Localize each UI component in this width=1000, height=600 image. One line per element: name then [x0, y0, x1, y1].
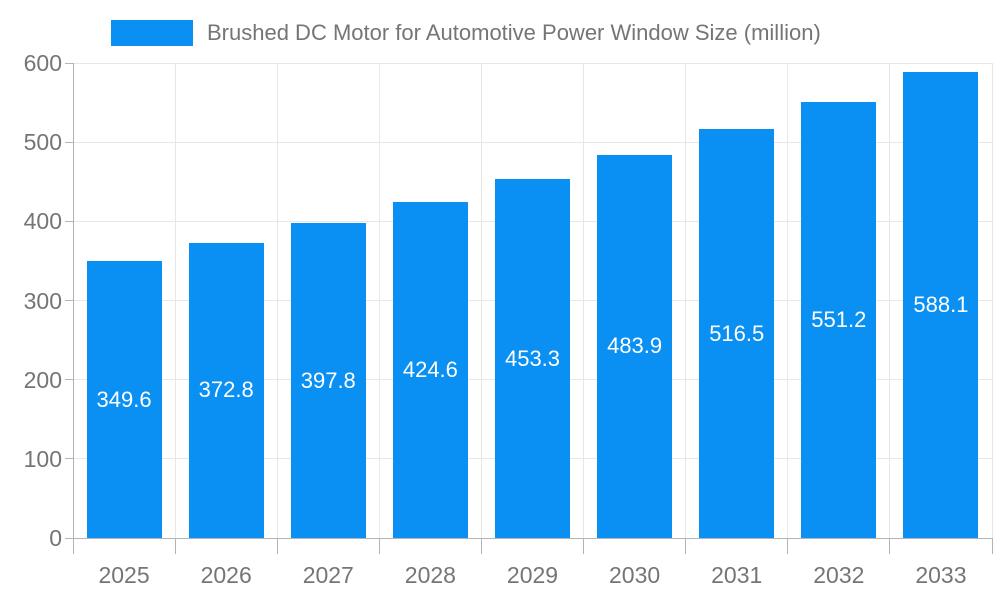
y-tick-mark	[65, 300, 73, 301]
x-tick-mark	[991, 538, 993, 554]
x-tick-label: 2030	[609, 562, 661, 588]
x-tick-label: 2028	[404, 562, 456, 588]
x-tick-mark	[583, 538, 585, 554]
y-tick-mark	[65, 62, 73, 64]
x-tick-mark	[378, 538, 380, 554]
y-tick-mark	[65, 220, 73, 222]
x-gridline	[174, 63, 176, 538]
bar[interactable]	[290, 223, 366, 538]
x-gridline	[685, 63, 687, 538]
y-tick-label: 300	[23, 287, 62, 314]
bar[interactable]	[699, 129, 775, 538]
x-axis-line	[73, 537, 992, 539]
y-tick-label: 600	[23, 50, 62, 76]
y-tick-mark	[65, 141, 73, 143]
x-tick-mark	[685, 538, 687, 554]
x-tick-label: 2026	[200, 562, 252, 588]
x-tick-mark	[787, 538, 789, 554]
y-axis-line	[72, 63, 74, 538]
x-tick-mark	[480, 538, 482, 554]
legend-swatch[interactable]	[111, 20, 193, 46]
x-gridline	[378, 63, 380, 538]
x-gridline	[480, 63, 482, 538]
x-tick-label: 2029	[506, 562, 559, 588]
bar[interactable]	[903, 72, 979, 538]
y-tick-label: 100	[23, 445, 62, 472]
x-tick-mark	[889, 538, 891, 554]
chart-title: Brushed DC Motor for Automotive Power Wi…	[207, 20, 821, 45]
bar[interactable]	[801, 101, 877, 538]
bar[interactable]	[86, 261, 162, 538]
x-tick-mark	[174, 538, 176, 554]
x-tick-label: 2031	[711, 562, 763, 588]
x-gridline	[991, 63, 993, 538]
x-tick-label: 2032	[813, 562, 865, 588]
y-gridline	[73, 62, 992, 64]
x-tick-label: 2025	[98, 562, 150, 588]
y-tick-mark	[65, 458, 73, 460]
legend-item[interactable]: Brushed DC Motor for Automotive Power Wi…	[111, 14, 821, 52]
y-tick-label: 200	[23, 366, 62, 393]
y-tick-mark	[65, 379, 73, 381]
x-tick-mark	[72, 538, 74, 554]
x-tick-label: 2033	[915, 562, 967, 588]
x-gridline	[787, 63, 789, 538]
y-tick-mark	[65, 537, 73, 539]
y-gridline	[73, 141, 992, 143]
x-tick-mark	[276, 538, 278, 554]
bar[interactable]	[392, 201, 468, 538]
y-tick-label: 400	[23, 208, 62, 235]
bar[interactable]	[188, 242, 264, 538]
bar[interactable]	[495, 179, 570, 538]
y-tick-label: 0	[49, 525, 62, 551]
y-tick-label: 500	[23, 129, 62, 156]
x-gridline	[276, 63, 278, 538]
bar[interactable]	[597, 154, 673, 538]
x-gridline	[889, 63, 891, 538]
x-gridline	[583, 63, 585, 538]
x-tick-label: 2027	[302, 562, 354, 588]
